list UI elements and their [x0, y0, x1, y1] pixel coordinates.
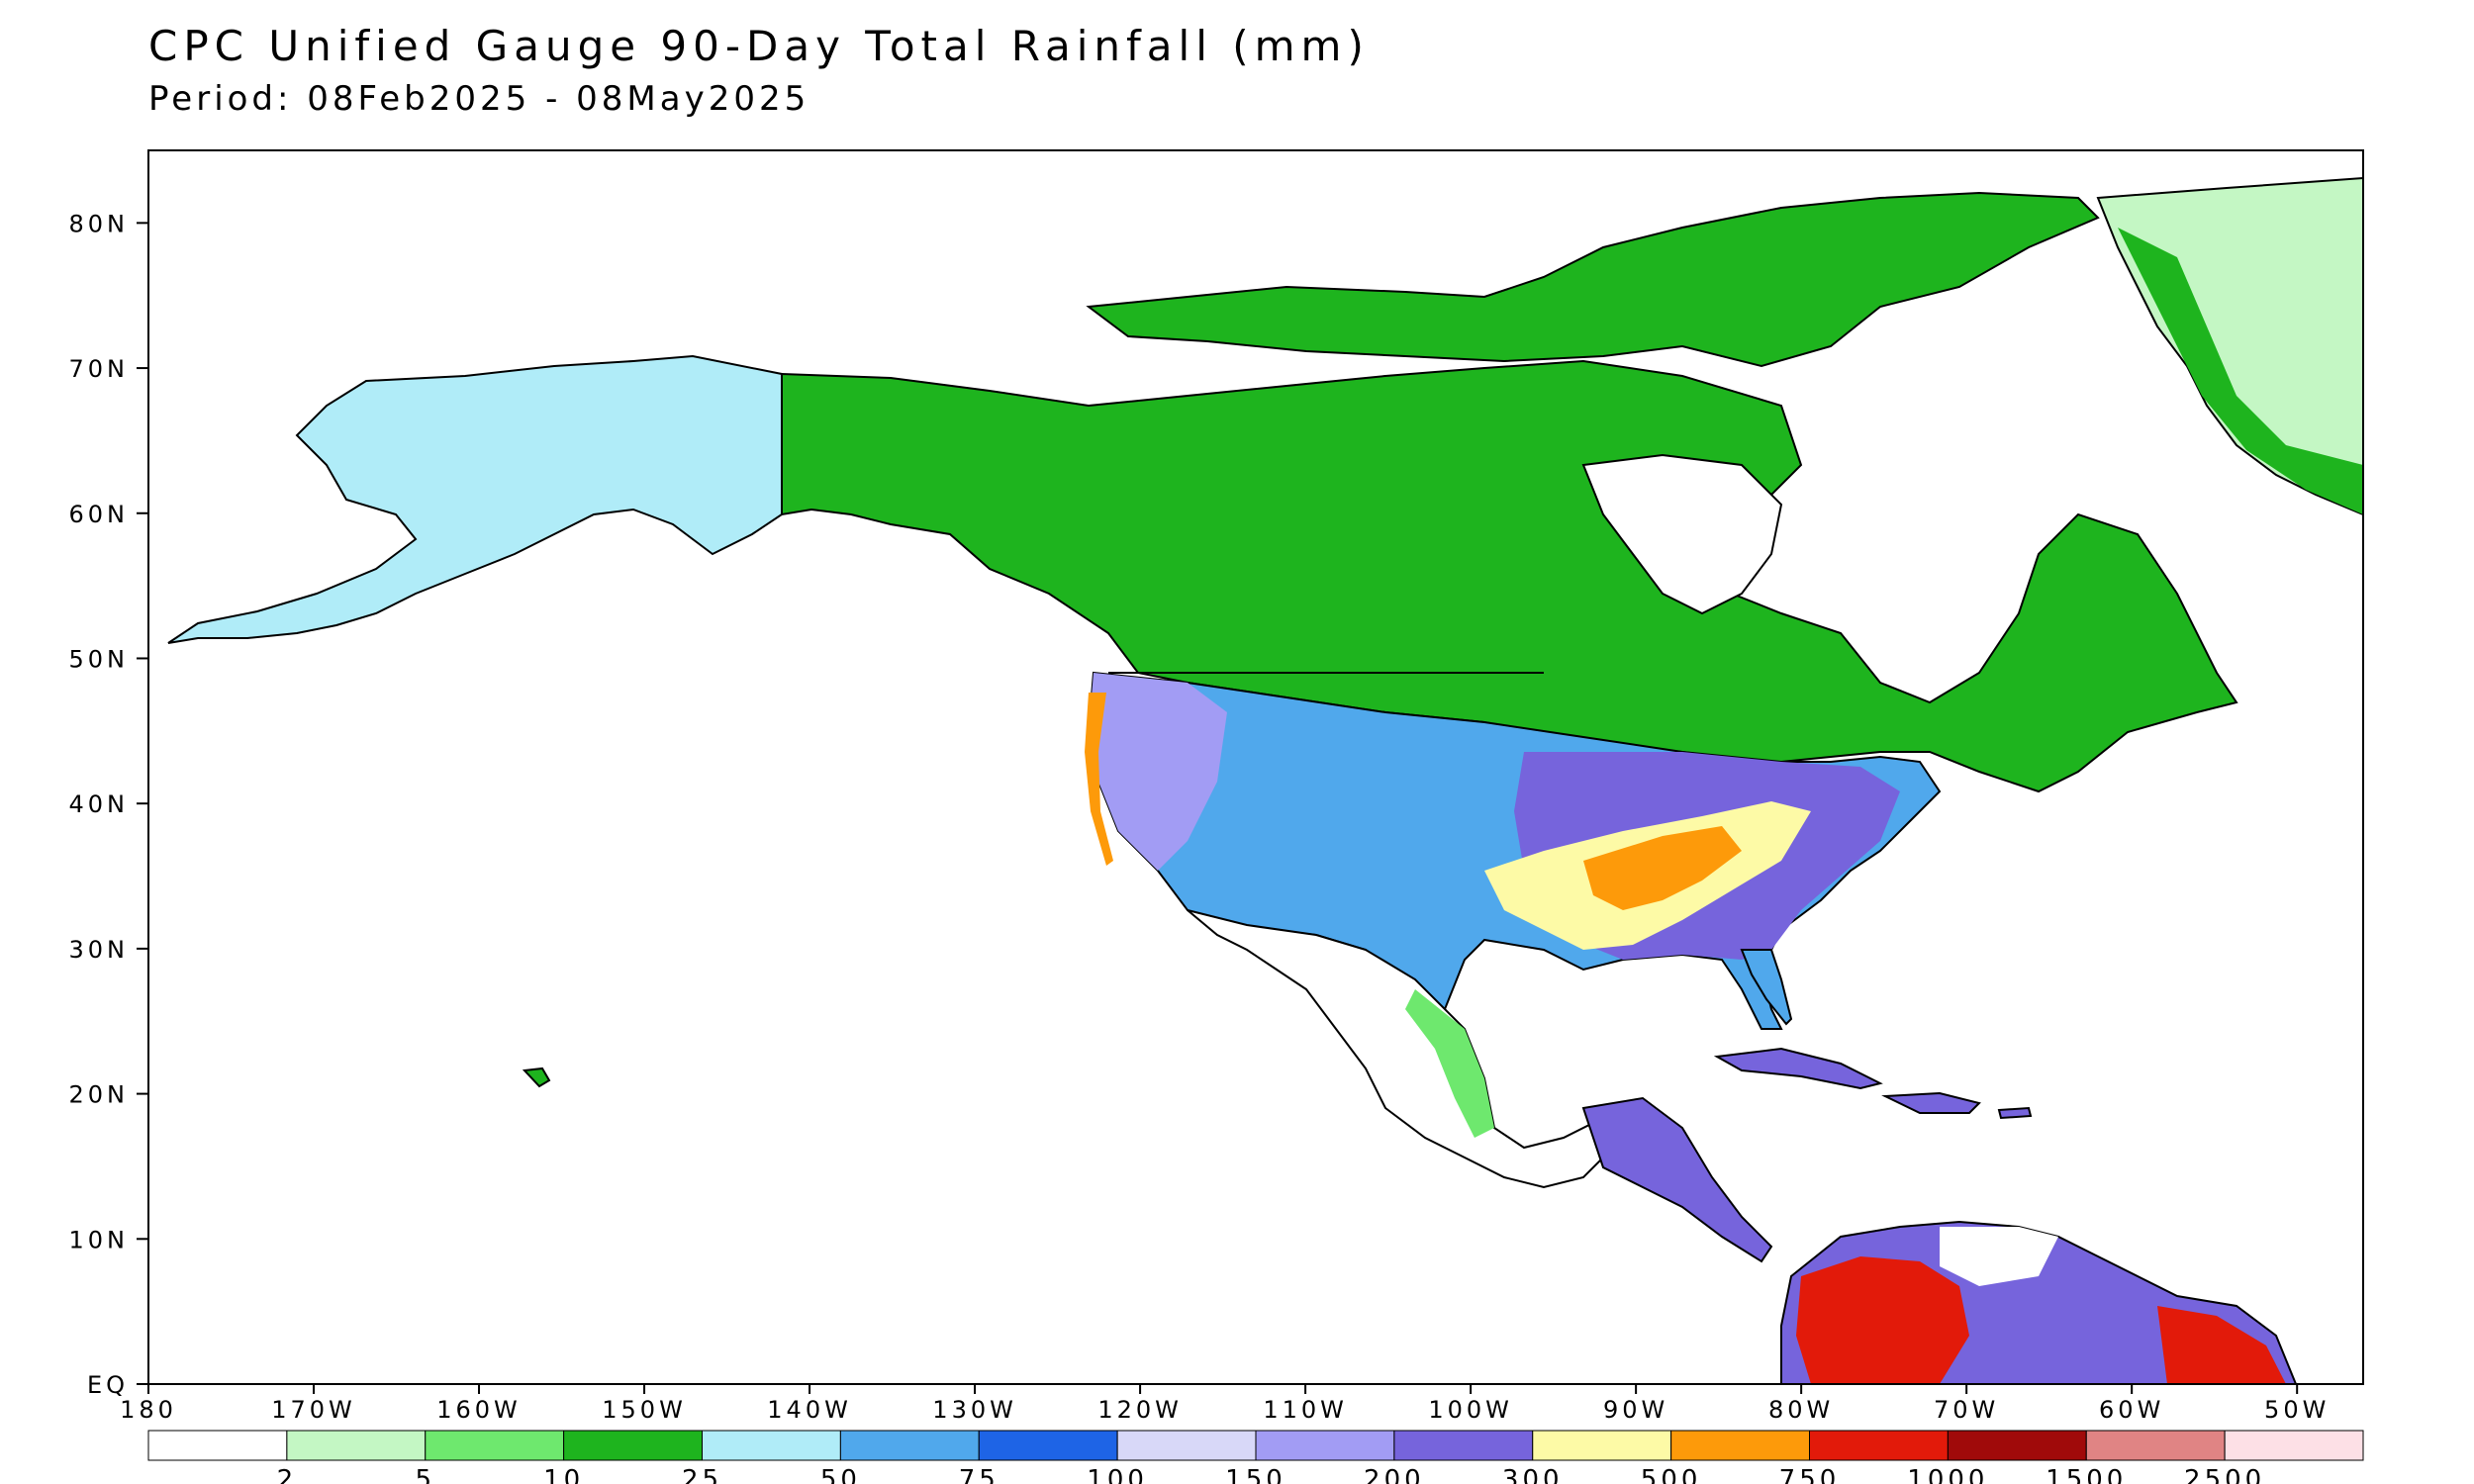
lon-tick-label: 100W — [1428, 1396, 1513, 1424]
pacific-coast-wet-strip — [1085, 693, 1113, 866]
legend-swatch — [563, 1430, 703, 1461]
legend-swatch — [1670, 1430, 1810, 1461]
legend-swatch — [425, 1430, 565, 1461]
lon-tick-label: 170W — [271, 1396, 356, 1424]
lat-tick-label: 30N — [69, 936, 130, 964]
lat-tick-label: 40N — [69, 790, 130, 818]
lat-tick-label: 50N — [69, 645, 130, 673]
legend-swatch — [2085, 1430, 2226, 1461]
legend-label: 2 — [277, 1465, 298, 1484]
mexico-landmass — [1187, 909, 1625, 1189]
legend-label: 100 — [1087, 1465, 1148, 1484]
map-area — [148, 150, 2363, 1384]
legend-swatch — [839, 1430, 980, 1461]
legend-label: 300 — [1502, 1465, 1564, 1484]
venezuela-dry-zone — [1940, 1227, 2058, 1286]
legend-swatch — [2224, 1430, 2364, 1461]
greenland-coast-band — [2118, 228, 2363, 514]
legend-label: 150 — [1225, 1465, 1286, 1484]
legend-label: 500 — [1641, 1465, 1702, 1484]
lon-tick-label: 130W — [932, 1396, 1017, 1424]
legend-swatch — [1532, 1430, 1672, 1461]
lon-tick-label: 140W — [767, 1396, 852, 1424]
western-us-zone — [1089, 673, 1227, 871]
legend-label: 1500 — [2046, 1465, 2127, 1484]
lat-tick-label: 80N — [69, 210, 130, 237]
lat-tick-label: 70N — [69, 355, 130, 383]
legend-swatch — [702, 1430, 841, 1461]
lon-tick-label: 180 — [120, 1396, 177, 1424]
central-america — [1581, 1096, 1773, 1263]
mexico-green-fringe — [1405, 989, 1494, 1138]
legend-swatch — [147, 1430, 288, 1461]
legend-label: 1000 — [1907, 1465, 1988, 1484]
colombia-wet-zone — [1796, 1256, 1969, 1384]
cuba — [1713, 1047, 1883, 1090]
legend-swatch — [978, 1430, 1118, 1461]
lat-tick-label: 20N — [69, 1081, 130, 1109]
lon-tick-label: 80W — [1768, 1396, 1834, 1424]
legend-label: 25 — [682, 1465, 722, 1484]
rainfall-legend: 2 5 10 25 50 75 100 150 200 300 500 750 1000 1500 2500 — [147, 1430, 2364, 1484]
lon-tick-label: 50W — [2264, 1396, 2330, 1424]
legend-label: 200 — [1364, 1465, 1425, 1484]
map-frame — [147, 149, 2364, 1385]
legend-swatch — [1393, 1430, 1534, 1461]
latitude-axis: 80N 70N 60N 50N 40N 30N 20N 10N EQ — [69, 210, 148, 1399]
legend-swatch — [1947, 1430, 2087, 1461]
legend-label: 750 — [1779, 1465, 1841, 1484]
canada-landmass — [781, 359, 2238, 793]
hawaii — [522, 1067, 551, 1088]
lon-tick-label: 160W — [436, 1396, 522, 1424]
chart-period: Period: 08Feb2025 - 08May2025 — [148, 79, 810, 119]
legend-label: 75 — [959, 1465, 999, 1484]
arctic-islands — [1086, 191, 2100, 368]
chart-title: CPC Unified Gauge 90-Day Total Rainfall … — [148, 22, 1370, 70]
lon-tick-label: 150W — [602, 1396, 687, 1424]
lat-tick-label: EQ — [87, 1371, 129, 1399]
legend-swatch — [1255, 1430, 1395, 1461]
lat-tick-label: 10N — [69, 1226, 130, 1253]
hispaniola — [1881, 1091, 1981, 1114]
lon-tick-label: 110W — [1263, 1396, 1348, 1424]
guiana-wet-zone — [2157, 1306, 2286, 1384]
legend-swatch — [1809, 1430, 1949, 1461]
lon-tick-label: 60W — [2099, 1396, 2164, 1424]
southeast-us-orange-zone — [1583, 826, 1742, 910]
longitude-axis: 180 170W 160W 150W 140W 130W 120W 110W 100W 90W 80… — [120, 1384, 2330, 1424]
hudson-bay — [1581, 453, 1783, 615]
lon-tick-label: 70W — [1934, 1396, 1999, 1424]
lat-tick-label: 60N — [69, 501, 130, 528]
florida — [1740, 949, 1793, 1026]
puerto-rico — [1997, 1106, 2033, 1120]
legend-label: 5 — [415, 1465, 435, 1484]
lon-tick-label: 120W — [1097, 1396, 1183, 1424]
legend-swatch — [1116, 1430, 1257, 1461]
lon-tick-label: 90W — [1603, 1396, 1668, 1424]
legend-label: 2500 — [2184, 1465, 2265, 1484]
legend-label: 10 — [543, 1465, 584, 1484]
legend-label: 50 — [820, 1465, 861, 1484]
legend-swatch — [286, 1430, 427, 1461]
